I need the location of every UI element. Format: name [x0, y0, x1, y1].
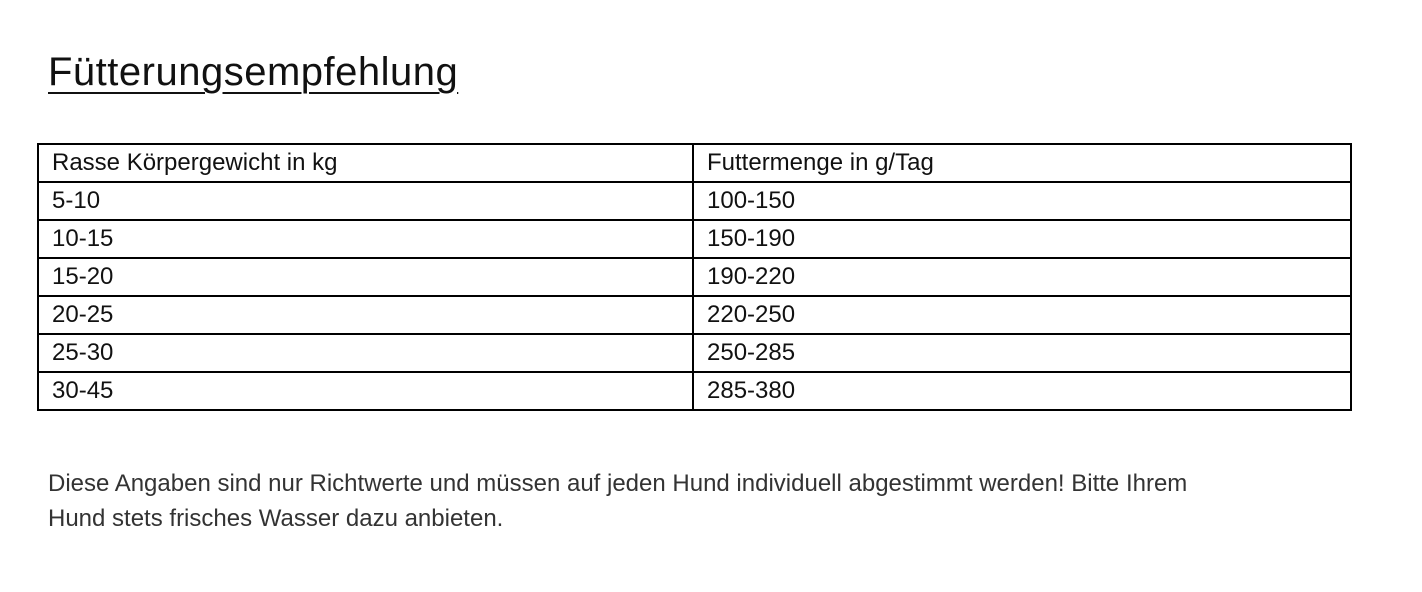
table-row: 10-15 150-190 — [37, 219, 1352, 259]
food-amount-cell: 150-190 — [692, 219, 1352, 259]
food-amount-cell: 190-220 — [692, 257, 1352, 297]
food-amount-cell: 285-380 — [692, 371, 1352, 411]
column-header-body-weight: Rasse Körpergewicht in kg — [37, 143, 694, 183]
table-row: 30-45 285-380 — [37, 371, 1352, 411]
food-amount-cell: 100-150 — [692, 181, 1352, 221]
table-header-row: Rasse Körpergewicht in kg Futtermenge in… — [37, 143, 1352, 183]
table-row: 15-20 190-220 — [37, 257, 1352, 297]
food-amount-cell: 220-250 — [692, 295, 1352, 335]
table-row: 5-10 100-150 — [37, 181, 1352, 221]
weight-range-cell: 20-25 — [37, 295, 694, 335]
column-header-food-amount: Futtermenge in g/Tag — [692, 143, 1352, 183]
weight-range-cell: 25-30 — [37, 333, 694, 373]
food-amount-cell: 250-285 — [692, 333, 1352, 373]
feeding-recommendation-table: Rasse Körpergewicht in kg Futtermenge in… — [37, 143, 1352, 411]
page-title: Fütterungsempfehlung — [48, 50, 459, 94]
weight-range-cell: 15-20 — [37, 257, 694, 297]
table-row: 25-30 250-285 — [37, 333, 1352, 373]
table-row: 20-25 220-250 — [37, 295, 1352, 335]
note-text: Diese Angaben sind nur Richtwerte und mü… — [48, 470, 1188, 532]
weight-range-cell: 10-15 — [37, 219, 694, 259]
weight-range-cell: 5-10 — [37, 181, 694, 221]
weight-range-cell: 30-45 — [37, 371, 694, 411]
